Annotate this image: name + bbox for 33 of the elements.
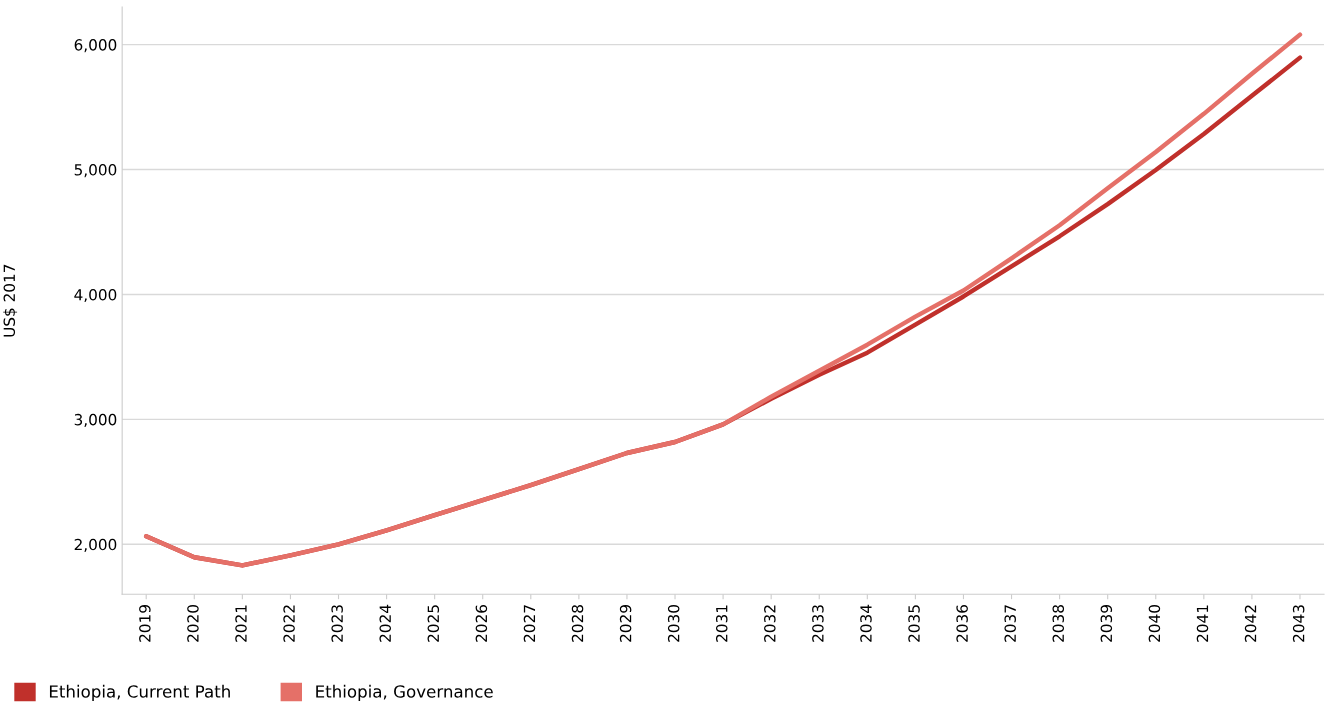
x-tick-label: 2034: [860, 604, 872, 642]
legend-label: Ethiopia, Governance: [316, 684, 493, 701]
y-tick-label: 3,000: [74, 413, 117, 427]
x-tick-label: 2025: [427, 605, 440, 642]
x-tick-label: 2026: [475, 604, 488, 642]
x-tick-label: 2027: [523, 605, 536, 642]
x-tick-label: 2041: [1196, 605, 1209, 642]
y-tick-label: 2,000: [74, 538, 117, 552]
x-tick-label: 2033: [812, 605, 824, 642]
x-tick-label: 2039: [1100, 605, 1113, 642]
y-tick-label: 4,000: [74, 288, 117, 303]
x-tick-label: 2028: [571, 605, 584, 642]
y-tick-label: 5,000: [74, 164, 117, 178]
y-axis-title: US$ 2017: [3, 264, 18, 337]
x-tick-label: 2037: [1004, 605, 1016, 642]
x-tick-label: 2032: [764, 605, 776, 642]
x-tick-label: 2020: [187, 605, 199, 642]
x-tick-label: 2030: [667, 605, 680, 642]
x-tick-label: 2031: [715, 605, 728, 642]
y-tick-label: 6,000: [74, 39, 117, 53]
x-tick-label: 2022: [283, 605, 295, 642]
x-tick-label: 2036: [956, 604, 968, 642]
x-tick-label: 2023: [331, 605, 343, 642]
x-tick-label: 2024: [379, 604, 392, 642]
x-tick-label: 2042: [1244, 605, 1257, 642]
legend-label: Ethiopia, Current Path: [49, 684, 230, 701]
x-tick-label: 2040: [1148, 605, 1161, 642]
x-tick-label: 2021: [235, 605, 247, 642]
x-tick-label: 2035: [908, 605, 920, 642]
x-tick-label: 2029: [619, 605, 632, 642]
x-tick-label: 2043: [1292, 605, 1305, 642]
x-tick-label: 2019: [139, 605, 151, 642]
x-tick-label: 2038: [1052, 605, 1065, 642]
